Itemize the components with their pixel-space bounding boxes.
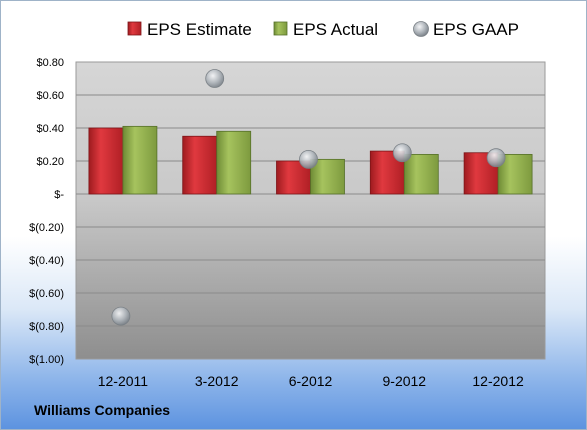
legend-label-eps-gaap: EPS GAAP — [433, 20, 519, 39]
x-tick-label: 9-2012 — [383, 373, 427, 389]
bar-eps-estimate — [182, 135, 218, 195]
y-tick-label: $- — [54, 189, 64, 201]
bar-eps-actual — [216, 130, 252, 195]
bar-eps-estimate — [88, 127, 124, 195]
y-tick-label: $0.80 — [36, 57, 64, 69]
legend-swatch-eps-estimate — [127, 21, 142, 36]
legend-swatch-eps-actual — [273, 21, 288, 36]
bar-eps-actual — [122, 125, 158, 195]
point-eps-gaap — [111, 306, 131, 326]
gaap-points — [111, 69, 506, 326]
point-eps-gaap — [486, 148, 506, 168]
y-tick-label: $0.40 — [36, 123, 64, 135]
x-tick-label: 12-2011 — [98, 373, 149, 389]
bars — [88, 125, 533, 195]
legend-label-eps-estimate: EPS Estimate — [147, 20, 252, 39]
y-axis: $0.80 $0.60 $0.40 $0.20 $- $(0.20) $(0.40) $(0.… — [29, 57, 64, 366]
y-tick-label: $(0.20) — [29, 222, 64, 234]
plot-area — [75, 61, 546, 360]
y-tick-label: $(0.80) — [29, 321, 64, 333]
point-eps-gaap — [205, 69, 225, 88]
x-tick-label: 12-2012 — [472, 373, 524, 389]
y-tick-label: $(0.60) — [29, 288, 64, 300]
legend-swatch-eps-gaap — [413, 21, 429, 37]
x-axis: 12-2011 3-2012 6-2012 9-2012 12-2012 — [98, 373, 524, 389]
y-tick-label: $0.20 — [36, 156, 64, 168]
y-tick-label: $(1.00) — [29, 354, 64, 366]
x-tick-label: 3-2012 — [195, 373, 239, 389]
bar-eps-actual — [310, 158, 345, 195]
legend: EPS Estimate EPS Actual EPS GAAP — [127, 20, 519, 39]
point-eps-gaap — [299, 149, 318, 169]
bar-eps-actual — [403, 153, 439, 195]
x-tick-label: 6-2012 — [289, 373, 333, 389]
company-name: Williams Companies — [34, 402, 171, 418]
bar-eps-estimate — [276, 160, 311, 195]
y-tick-label: $0.60 — [36, 90, 64, 102]
y-tick-label: $(0.40) — [29, 255, 64, 267]
point-eps-gaap — [392, 143, 412, 163]
legend-label-eps-actual: EPS Actual — [293, 20, 378, 39]
